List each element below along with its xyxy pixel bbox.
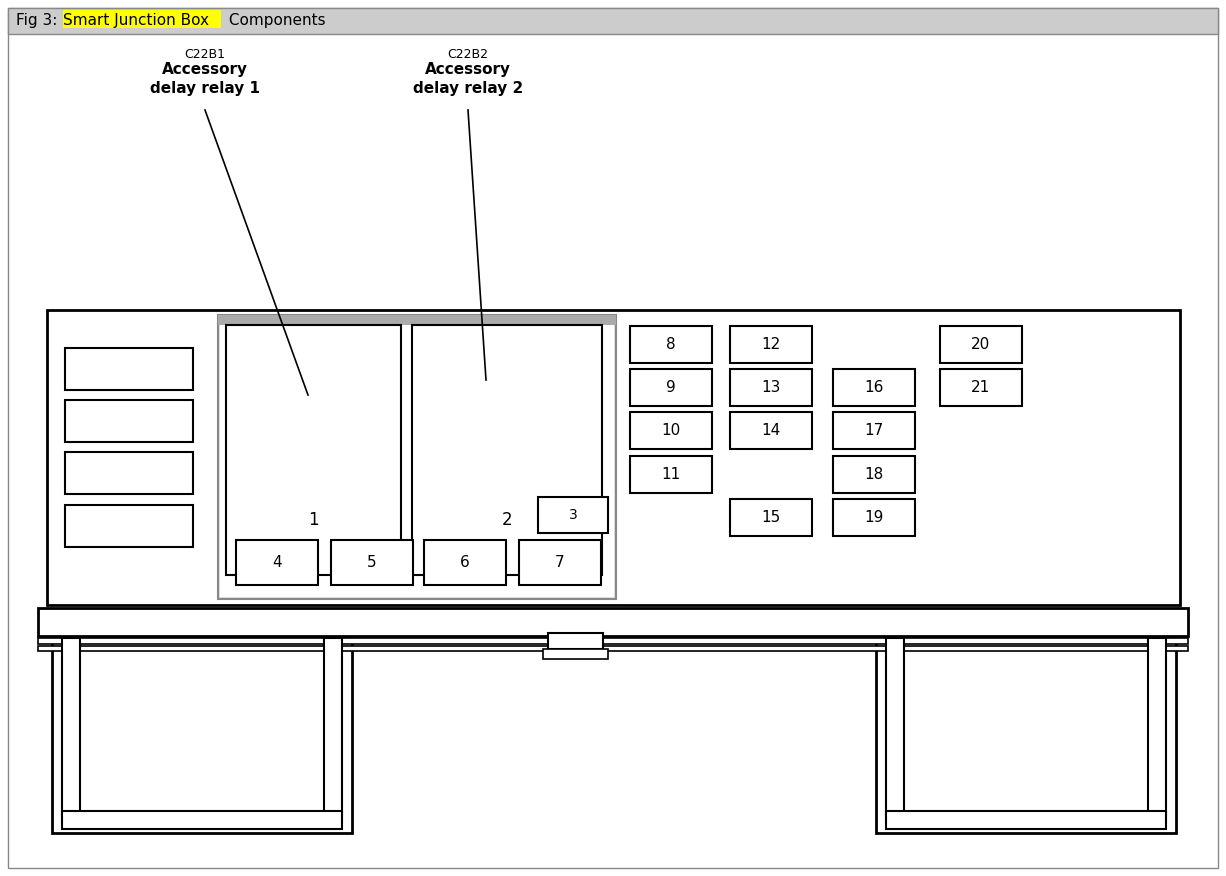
- Bar: [65, 505, 192, 547]
- Bar: [630, 456, 712, 493]
- Bar: [630, 369, 712, 406]
- Text: Smart Junction Box: Smart Junction Box: [63, 13, 208, 29]
- Bar: [543, 649, 608, 659]
- Bar: [235, 540, 318, 585]
- Bar: [886, 638, 904, 815]
- Bar: [63, 638, 80, 815]
- Text: 13: 13: [761, 380, 781, 395]
- Text: Accessory
delay relay 2: Accessory delay relay 2: [413, 62, 524, 95]
- Bar: [538, 497, 608, 533]
- Bar: [47, 310, 1179, 605]
- Text: 20: 20: [971, 337, 991, 352]
- Bar: [65, 452, 192, 494]
- Bar: [63, 811, 342, 829]
- Bar: [832, 499, 915, 536]
- Text: 9: 9: [666, 380, 676, 395]
- Bar: [9, 8, 1217, 34]
- Text: C22B2: C22B2: [447, 48, 488, 61]
- Bar: [38, 608, 1188, 636]
- Bar: [218, 315, 615, 599]
- Text: C22B1: C22B1: [184, 48, 226, 61]
- Text: 7: 7: [555, 555, 565, 570]
- Text: Components: Components: [224, 13, 326, 29]
- Text: 6: 6: [460, 555, 470, 570]
- Bar: [226, 325, 401, 575]
- Bar: [729, 369, 812, 406]
- Bar: [940, 326, 1022, 363]
- Text: 1: 1: [308, 511, 319, 529]
- Text: 10: 10: [661, 423, 680, 438]
- Bar: [51, 638, 352, 833]
- Bar: [1148, 638, 1166, 815]
- Bar: [63, 10, 221, 28]
- Bar: [65, 400, 192, 442]
- Text: 2: 2: [501, 511, 512, 529]
- Bar: [424, 540, 506, 585]
- Text: 5: 5: [368, 555, 376, 570]
- Text: 21: 21: [971, 380, 991, 395]
- Bar: [412, 325, 602, 575]
- Bar: [630, 412, 712, 449]
- Text: 18: 18: [864, 467, 884, 482]
- Bar: [548, 633, 603, 649]
- Bar: [331, 540, 413, 585]
- Bar: [219, 325, 614, 597]
- Text: 14: 14: [761, 423, 781, 438]
- Bar: [38, 646, 1188, 651]
- Bar: [940, 369, 1022, 406]
- Bar: [832, 369, 915, 406]
- Text: 8: 8: [666, 337, 676, 352]
- Bar: [519, 540, 601, 585]
- Text: 12: 12: [761, 337, 781, 352]
- Text: 11: 11: [661, 467, 680, 482]
- Bar: [832, 456, 915, 493]
- Bar: [218, 315, 615, 325]
- Text: 3: 3: [569, 508, 577, 522]
- Text: 19: 19: [864, 510, 884, 525]
- Text: 15: 15: [761, 510, 781, 525]
- Bar: [729, 412, 812, 449]
- Text: 4: 4: [272, 555, 282, 570]
- Text: Accessory
delay relay 1: Accessory delay relay 1: [150, 62, 260, 95]
- Bar: [729, 326, 812, 363]
- Bar: [729, 499, 812, 536]
- Bar: [877, 638, 1176, 833]
- Bar: [832, 412, 915, 449]
- Text: 16: 16: [864, 380, 884, 395]
- Bar: [65, 348, 192, 390]
- Bar: [886, 811, 1166, 829]
- Bar: [38, 638, 1188, 644]
- Bar: [324, 638, 342, 815]
- Bar: [630, 326, 712, 363]
- Text: Fig 3:: Fig 3:: [16, 13, 63, 29]
- Text: 17: 17: [864, 423, 884, 438]
